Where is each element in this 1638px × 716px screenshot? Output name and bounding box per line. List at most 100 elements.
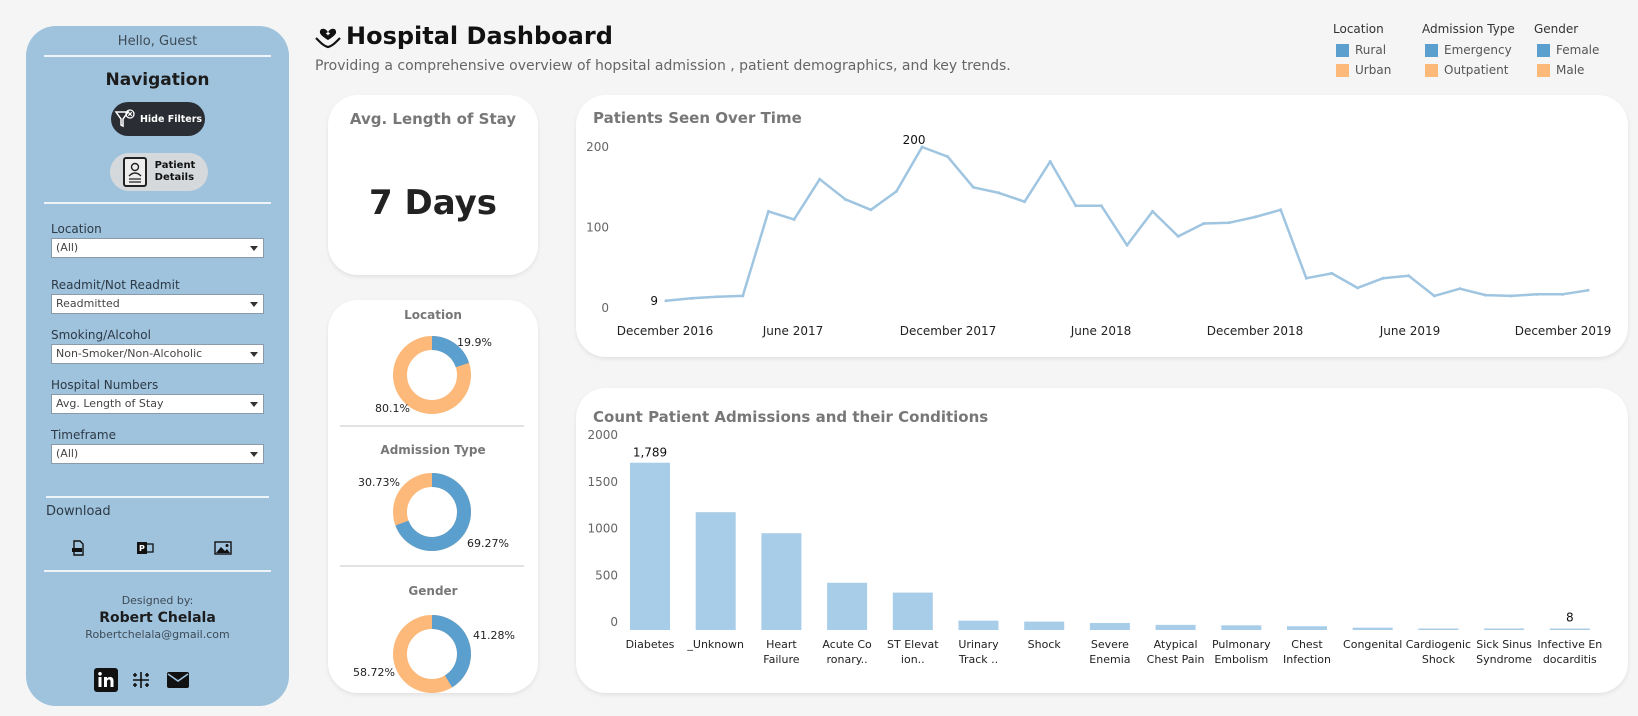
bar[interactable] [1352,627,1393,630]
pdf-download-icon[interactable] [69,540,87,556]
data-point[interactable] [1330,271,1334,275]
slice-rural[interactable] [393,336,471,414]
bar[interactable] [695,512,736,630]
linkedin-icon[interactable] [94,668,118,692]
x-tick-label: Sick Sinus [1476,638,1532,651]
legend-item-male[interactable]: Male [1534,60,1599,80]
slice-female[interactable] [393,615,471,693]
bar[interactable] [1484,628,1525,631]
bar[interactable] [827,582,868,630]
gender-donut-chart[interactable] [390,612,474,696]
x-tick-label: December 2017 [900,324,997,338]
bar[interactable] [630,462,670,630]
y-tick-label: 2000 [587,428,618,442]
bar[interactable] [1549,628,1590,631]
data-point[interactable] [1227,221,1231,225]
data-point[interactable] [843,197,847,201]
tableau-icon[interactable] [129,668,153,692]
timeframe-select[interactable]: (All) [51,444,264,464]
x-tick-label: Infection [1283,653,1331,666]
series-line[interactable] [665,145,1589,303]
chevron-down-icon [250,246,258,251]
chart-title: Patients Seen Over Time [593,109,802,127]
bar[interactable] [1221,625,1262,630]
data-point[interactable] [1125,243,1129,247]
data-point[interactable] [1304,276,1308,280]
bar[interactable] [1155,624,1196,630]
x-tick-label: Shock [1028,638,1062,651]
data-point[interactable] [1202,221,1206,225]
legend-item-rural[interactable]: Rural [1333,40,1391,60]
patient-details-button[interactable]: Patient Details [110,153,208,191]
data-point[interactable] [1151,209,1155,213]
x-tick-label: Congenital [1343,638,1402,651]
x-tick-label: December 2019 [1515,324,1612,338]
readmit-select[interactable]: Readmitted [51,294,264,314]
x-tick-label: Track .. [958,653,998,666]
donut-label-female: 41.28% [473,629,515,642]
data-point[interactable] [818,177,822,181]
data-point[interactable] [920,145,924,149]
hospital-numbers-select[interactable]: Avg. Length of Stay [51,394,264,414]
data-point[interactable] [1560,292,1564,296]
data-point[interactable] [1279,208,1283,212]
bar[interactable] [1287,626,1327,630]
data-point[interactable] [1099,204,1103,208]
data-point[interactable] [869,208,873,212]
designed-by-label: Designed by: [121,594,194,607]
data-point[interactable] [1509,294,1513,298]
data-point[interactable] [1458,287,1462,291]
conditions-bar-chart[interactable]: 0 500 1000 1500 2000 Diabetes _Unknown Heart Fai… [576,388,1628,693]
data-point[interactable] [1253,215,1257,219]
legend-item-urban[interactable]: Urban [1333,60,1391,80]
data-point[interactable] [946,155,950,159]
data-point[interactable] [1023,200,1027,204]
bar[interactable] [1418,628,1459,631]
data-label: 1,789 [633,446,667,460]
bar[interactable] [1024,621,1065,630]
slice-emergency[interactable] [393,473,471,551]
data-point[interactable] [1048,159,1052,163]
hide-filters-button[interactable]: Hide Filters [111,102,205,136]
data-point[interactable] [971,185,975,189]
y-tick-label: 1000 [587,522,618,536]
legend-gender: Gender Female Male [1534,22,1599,80]
x-tick-label: Pulmonary [1212,638,1271,651]
bar[interactable] [958,620,999,630]
smoking-alcohol-select[interactable]: Non-Smoker/Non-Alcoholic [51,344,264,364]
bar[interactable] [892,592,933,630]
patient-details-label-1: Patient [154,160,196,171]
data-point[interactable] [1176,234,1180,238]
data-point[interactable] [792,217,796,221]
data-point[interactable] [895,189,898,193]
legend-item-female[interactable]: Female [1534,40,1599,60]
legend-item-outpatient[interactable]: Outpatient [1422,60,1515,80]
x-tick-label: Shock [1422,653,1456,666]
data-point[interactable] [715,295,719,299]
legend-item-emergency[interactable]: Emergency [1422,40,1515,60]
data-point[interactable] [664,299,668,303]
bar[interactable] [1089,622,1130,630]
data-point[interactable] [766,209,770,213]
email-icon[interactable] [166,668,190,692]
bar[interactable] [761,533,802,630]
data-point[interactable] [1407,274,1411,278]
data-point[interactable] [1484,293,1488,297]
data-point[interactable] [1586,288,1590,292]
donut-label-urban: 80.1% [375,402,410,415]
location-select[interactable]: (All) [51,238,264,258]
data-point[interactable] [690,296,694,300]
data-point[interactable] [997,191,1001,195]
admission-type-donut-chart[interactable] [390,470,474,554]
x-tick-label: Cardiogenic [1406,638,1471,651]
powerpoint-download-icon[interactable]: P [136,540,154,556]
data-point[interactable] [1074,204,1078,208]
location-donut-chart[interactable] [390,333,474,417]
data-point[interactable] [1381,276,1385,280]
data-point[interactable] [1432,294,1436,298]
image-download-icon[interactable] [214,540,232,556]
data-point[interactable] [1535,292,1539,296]
data-point[interactable] [1356,286,1359,290]
data-point[interactable] [741,294,745,298]
patients-line-chart[interactable]: 0 100 200 December 2016 June 2017 December 20… [576,95,1628,357]
